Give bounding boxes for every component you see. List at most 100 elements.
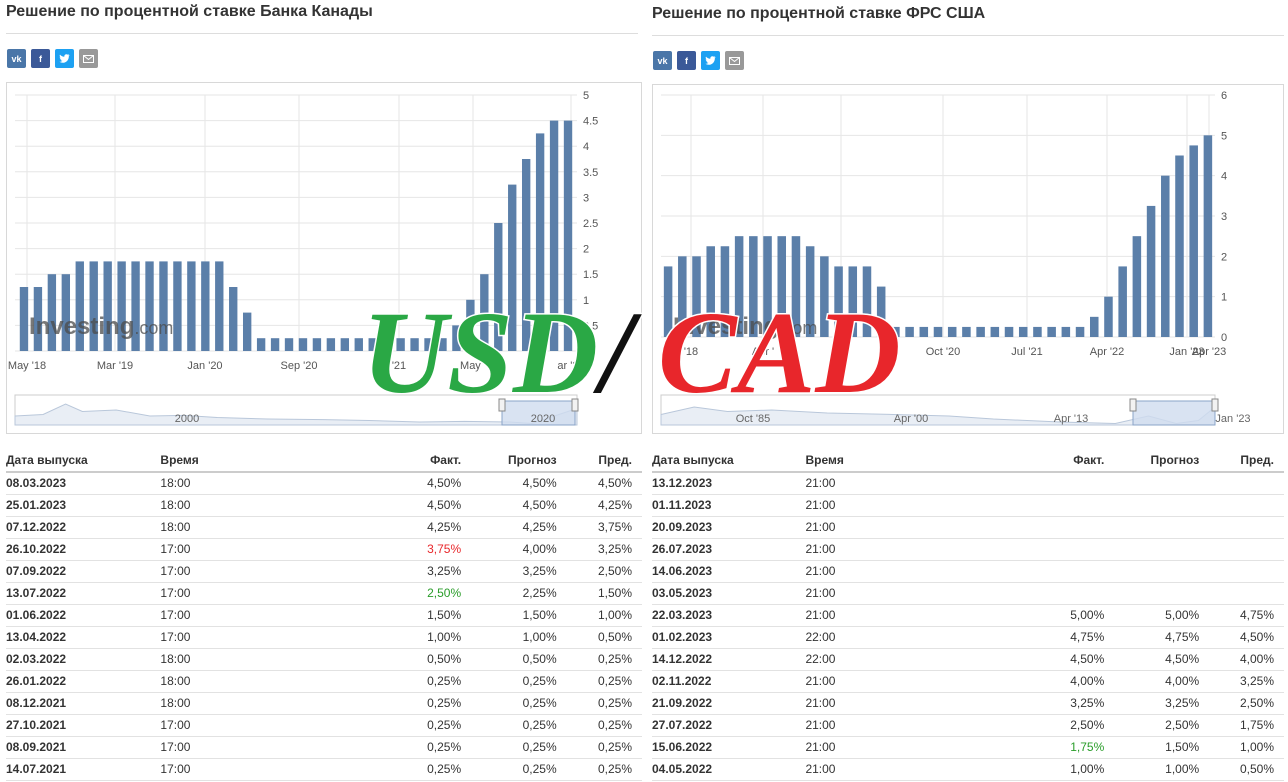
- rate-bar[interactable]: [663, 266, 673, 337]
- rate-bar[interactable]: [312, 338, 322, 351]
- rate-bar[interactable]: [438, 338, 447, 351]
- rate-bar[interactable]: [61, 274, 71, 351]
- table-row[interactable]: 08.12.2021 18:00 0,25% 0,25% 0,25%: [6, 692, 642, 715]
- header-time[interactable]: Время: [160, 448, 354, 473]
- email-share-icon[interactable]: [79, 49, 98, 68]
- twitter-share-icon[interactable]: [55, 49, 74, 68]
- rate-bar[interactable]: [1132, 236, 1142, 337]
- navigator-handle[interactable]: [1129, 398, 1137, 412]
- rate-bar[interactable]: [1075, 326, 1085, 337]
- rate-bar[interactable]: [521, 159, 531, 351]
- table-row[interactable]: 04.05.2022 21:00 1,00% 1,00% 0,50%: [652, 758, 1284, 781]
- rate-bar[interactable]: [19, 287, 29, 351]
- rate-bar[interactable]: [145, 261, 154, 351]
- rate-bar[interactable]: [692, 256, 701, 337]
- email-share-icon[interactable]: [725, 51, 744, 70]
- table-row[interactable]: 27.07.2022 21:00 2,50% 2,50% 1,75%: [652, 714, 1284, 737]
- table-row[interactable]: 15.06.2022 21:00 1,75% 1,50% 1,00%: [652, 736, 1284, 759]
- table-row[interactable]: 13.12.2023 21:00: [652, 472, 1284, 495]
- rate-bar[interactable]: [117, 261, 126, 351]
- rate-bar[interactable]: [706, 246, 715, 337]
- header-date[interactable]: Дата выпуска: [652, 448, 806, 473]
- rate-bar[interactable]: [466, 299, 475, 351]
- table-row[interactable]: 26.07.2023 21:00: [652, 538, 1284, 561]
- rate-bar[interactable]: [1033, 326, 1042, 337]
- table-row[interactable]: 13.07.2022 17:00 2,50% 2,25% 1,50%: [6, 582, 642, 605]
- table-row[interactable]: 08.03.2023 18:00 4,50% 4,50% 4,50%: [6, 472, 642, 495]
- rate-bar[interactable]: [1061, 326, 1071, 337]
- table-row[interactable]: 02.11.2022 21:00 4,00% 4,00% 3,25%: [652, 670, 1284, 693]
- header-actual[interactable]: Факт.: [997, 448, 1105, 473]
- rate-bar-chart[interactable]: 0 0.5 1 1.5 2 2.5 3 3.5 4 4.5 5 May '18 Mar '19 Jan '…: [7, 83, 643, 435]
- rate-bar[interactable]: [508, 184, 517, 351]
- rate-bar[interactable]: [905, 326, 914, 337]
- table-row[interactable]: 01.02.2023 22:00 4,75% 4,75% 4,50%: [652, 626, 1284, 649]
- rate-bar[interactable]: [354, 338, 363, 351]
- rate-bar[interactable]: [1203, 135, 1213, 337]
- table-row[interactable]: 21.09.2022 21:00 3,25% 3,25% 2,50%: [652, 692, 1284, 715]
- rate-bar[interactable]: [256, 338, 266, 351]
- rate-bar[interactable]: [242, 312, 252, 351]
- vk-share-icon[interactable]: vk: [7, 49, 26, 68]
- rate-bar[interactable]: [1004, 326, 1014, 337]
- rate-bar[interactable]: [990, 326, 1000, 337]
- rate-bar[interactable]: [763, 236, 772, 337]
- rate-bar[interactable]: [1189, 145, 1198, 337]
- rate-bar[interactable]: [410, 338, 419, 351]
- table-row[interactable]: 02.03.2022 18:00 0,50% 0,50% 0,25%: [6, 648, 642, 671]
- table-row[interactable]: 14.07.2021 17:00 0,25% 0,25% 0,25%: [6, 758, 642, 781]
- table-row[interactable]: 01.06.2022 17:00 1,50% 1,50% 1,00%: [6, 604, 642, 627]
- table-row[interactable]: 20.09.2023 21:00: [652, 516, 1284, 539]
- rate-bar[interactable]: [33, 287, 43, 351]
- rate-bar[interactable]: [791, 236, 801, 337]
- rate-bar[interactable]: [976, 326, 985, 337]
- header-actual[interactable]: Факт.: [353, 448, 462, 473]
- vk-share-icon[interactable]: vk: [653, 51, 672, 70]
- rate-bar[interactable]: [340, 338, 350, 351]
- rate-bar[interactable]: [862, 266, 872, 337]
- rate-bar[interactable]: [298, 338, 308, 351]
- navigator-handle[interactable]: [498, 398, 506, 412]
- rate-bar[interactable]: [1175, 155, 1184, 338]
- rate-bar[interactable]: [1089, 316, 1099, 337]
- rate-bar[interactable]: [1146, 205, 1156, 337]
- rate-bar[interactable]: [396, 338, 405, 351]
- header-forecast[interactable]: Прогноз: [1104, 448, 1200, 473]
- navigator-selection[interactable]: [501, 400, 576, 426]
- rate-bar[interactable]: [89, 261, 98, 351]
- rate-bar[interactable]: [173, 261, 182, 351]
- table-row[interactable]: 07.09.2022 17:00 3,25% 3,25% 2,50%: [6, 560, 642, 583]
- rate-bar-chart[interactable]: 0 1 2 3 4 5 6 '18 Apr ' Jan Oct '20 Jul '21 Apr '22 J…: [653, 85, 1285, 435]
- rate-bar[interactable]: [777, 236, 787, 337]
- navigator-selection[interactable]: [1132, 400, 1216, 426]
- rate-bar[interactable]: [47, 274, 57, 351]
- rate-bar[interactable]: [424, 338, 433, 351]
- rate-bar[interactable]: [1161, 175, 1170, 337]
- rate-bar[interactable]: [749, 236, 758, 337]
- table-row[interactable]: 25.01.2023 18:00 4,50% 4,50% 4,25%: [6, 494, 642, 517]
- table-row[interactable]: 03.05.2023 21:00: [652, 582, 1284, 605]
- rate-bar[interactable]: [734, 236, 744, 337]
- table-row[interactable]: 27.10.2021 17:00 0,25% 0,25% 0,25%: [6, 714, 642, 737]
- rate-bar[interactable]: [382, 338, 391, 351]
- rate-bar[interactable]: [270, 338, 280, 351]
- rate-bar[interactable]: [103, 261, 112, 351]
- table-row[interactable]: 08.09.2021 17:00 0,25% 0,25% 0,25%: [6, 736, 642, 759]
- rate-bar[interactable]: [368, 338, 377, 351]
- table-row[interactable]: 14.06.2023 21:00: [652, 560, 1284, 583]
- rate-bar[interactable]: [452, 325, 461, 351]
- rate-bar[interactable]: [1104, 296, 1113, 337]
- rate-bar[interactable]: [549, 120, 559, 351]
- rate-bar[interactable]: [494, 223, 503, 351]
- rate-bar[interactable]: [131, 261, 140, 351]
- table-row[interactable]: 26.01.2022 18:00 0,25% 0,25% 0,25%: [6, 670, 642, 693]
- rate-bar[interactable]: [284, 338, 294, 351]
- table-row[interactable]: 22.03.2023 21:00 5,00% 5,00% 4,75%: [652, 604, 1284, 627]
- table-row[interactable]: 26.10.2022 17:00 3,75% 4,00% 3,25%: [6, 538, 642, 561]
- rate-bar[interactable]: [820, 256, 829, 337]
- header-previous[interactable]: Пред.: [1199, 448, 1284, 473]
- rate-bar[interactable]: [947, 326, 957, 337]
- table-row[interactable]: 07.12.2022 18:00 4,25% 4,25% 3,75%: [6, 516, 642, 539]
- rate-bar[interactable]: [876, 286, 886, 337]
- range-navigator[interactable]: 2000 2020: [14, 394, 579, 426]
